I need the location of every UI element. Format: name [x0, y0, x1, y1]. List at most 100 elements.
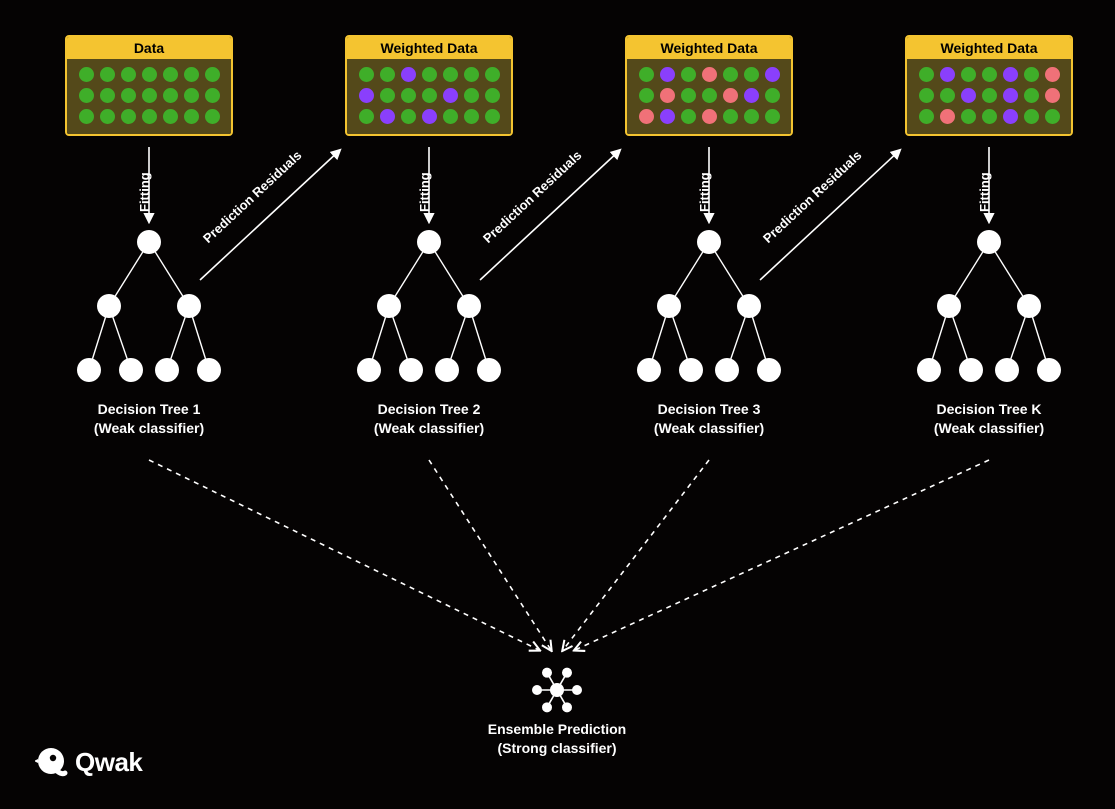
data-point-dot — [359, 67, 374, 82]
data-point-dot — [702, 67, 717, 82]
data-point-dot — [1003, 109, 1018, 124]
data-point-dot — [380, 67, 395, 82]
data-point-dot — [660, 88, 675, 103]
data-point-dot — [359, 109, 374, 124]
data-point-dot — [184, 88, 199, 103]
data-box-dots — [67, 59, 231, 134]
fitting-label-0: Fitting — [137, 172, 152, 212]
data-point-dot — [422, 67, 437, 82]
data-point-dot — [163, 88, 178, 103]
data-point-dot — [100, 67, 115, 82]
data-point-dot — [639, 67, 654, 82]
fitting-label-1: Fitting — [417, 172, 432, 212]
tree-label-0: Decision Tree 1(Weak classifier) — [49, 400, 249, 438]
tree-label-1: Decision Tree 2(Weak classifier) — [329, 400, 529, 438]
tree-label-line2: (Weak classifier) — [49, 419, 249, 438]
data-point-dot — [982, 88, 997, 103]
qwak-logo-icon — [35, 745, 69, 779]
tree-label-line1: Decision Tree 3 — [609, 400, 809, 419]
data-point-dot — [702, 88, 717, 103]
data-point-dot — [702, 109, 717, 124]
data-point-dot — [1003, 88, 1018, 103]
data-point-dot — [100, 88, 115, 103]
data-point-dot — [744, 109, 759, 124]
residuals-label-2: Prediction Residuals — [760, 147, 864, 245]
tree-label-2: Decision Tree 3(Weak classifier) — [609, 400, 809, 438]
data-box-1: Weighted Data — [345, 35, 513, 136]
data-point-dot — [443, 67, 458, 82]
residuals-label-1: Prediction Residuals — [480, 147, 584, 245]
data-point-dot — [163, 67, 178, 82]
tree-label-line2: (Weak classifier) — [889, 419, 1089, 438]
data-point-dot — [723, 109, 738, 124]
data-point-dot — [443, 88, 458, 103]
data-box-dots — [627, 59, 791, 134]
data-box-header: Weighted Data — [627, 37, 791, 59]
data-point-dot — [464, 109, 479, 124]
data-point-dot — [765, 109, 780, 124]
data-point-dot — [982, 67, 997, 82]
qwak-logo: Qwak — [35, 745, 142, 779]
tree-label-3: Decision Tree K(Weak classifier) — [889, 400, 1089, 438]
data-point-dot — [205, 88, 220, 103]
data-point-dot — [660, 109, 675, 124]
data-point-dot — [142, 88, 157, 103]
tree-label-line2: (Weak classifier) — [609, 419, 809, 438]
data-point-dot — [205, 109, 220, 124]
data-point-dot — [401, 109, 416, 124]
data-point-dot — [1045, 67, 1060, 82]
data-point-dot — [681, 88, 696, 103]
data-point-dot — [982, 109, 997, 124]
data-box-0: Data — [65, 35, 233, 136]
data-point-dot — [919, 67, 934, 82]
data-point-dot — [121, 88, 136, 103]
data-point-dot — [121, 67, 136, 82]
data-point-dot — [401, 88, 416, 103]
tree-label-line1: Decision Tree 1 — [49, 400, 249, 419]
data-box-header: Data — [67, 37, 231, 59]
data-point-dot — [639, 88, 654, 103]
diagram-stage: Data Weighted Data Weighted Data Weighted D… — [0, 0, 1115, 809]
data-point-dot — [79, 67, 94, 82]
data-point-dot — [100, 109, 115, 124]
ensemble-label-line2: (Strong classifier) — [447, 739, 667, 758]
data-point-dot — [723, 67, 738, 82]
data-point-dot — [1003, 67, 1018, 82]
data-point-dot — [744, 88, 759, 103]
data-point-dot — [639, 109, 654, 124]
data-point-dot — [121, 109, 136, 124]
data-point-dot — [919, 88, 934, 103]
data-point-dot — [380, 88, 395, 103]
data-point-dot — [660, 67, 675, 82]
ensemble-label: Ensemble Prediction (Strong classifier) — [447, 720, 667, 758]
data-point-dot — [422, 88, 437, 103]
tree-label-line1: Decision Tree K — [889, 400, 1089, 419]
data-point-dot — [79, 88, 94, 103]
data-point-dot — [1024, 88, 1039, 103]
data-box-header: Weighted Data — [907, 37, 1071, 59]
residuals-label-0: Prediction Residuals — [200, 147, 304, 245]
data-point-dot — [401, 67, 416, 82]
data-point-dot — [940, 67, 955, 82]
data-box-2: Weighted Data — [625, 35, 793, 136]
data-point-dot — [961, 109, 976, 124]
data-point-dot — [142, 109, 157, 124]
data-point-dot — [142, 67, 157, 82]
data-point-dot — [681, 109, 696, 124]
data-point-dot — [464, 88, 479, 103]
data-point-dot — [1024, 109, 1039, 124]
data-point-dot — [485, 67, 500, 82]
data-point-dot — [940, 109, 955, 124]
data-point-dot — [422, 109, 437, 124]
data-box-dots — [347, 59, 511, 134]
data-point-dot — [1045, 109, 1060, 124]
data-point-dot — [681, 67, 696, 82]
data-point-dot — [485, 109, 500, 124]
fitting-label-3: Fitting — [977, 172, 992, 212]
data-point-dot — [723, 88, 738, 103]
data-point-dot — [961, 88, 976, 103]
fitting-label-2: Fitting — [697, 172, 712, 212]
data-point-dot — [380, 109, 395, 124]
data-box-header: Weighted Data — [347, 37, 511, 59]
tree-label-line2: (Weak classifier) — [329, 419, 529, 438]
